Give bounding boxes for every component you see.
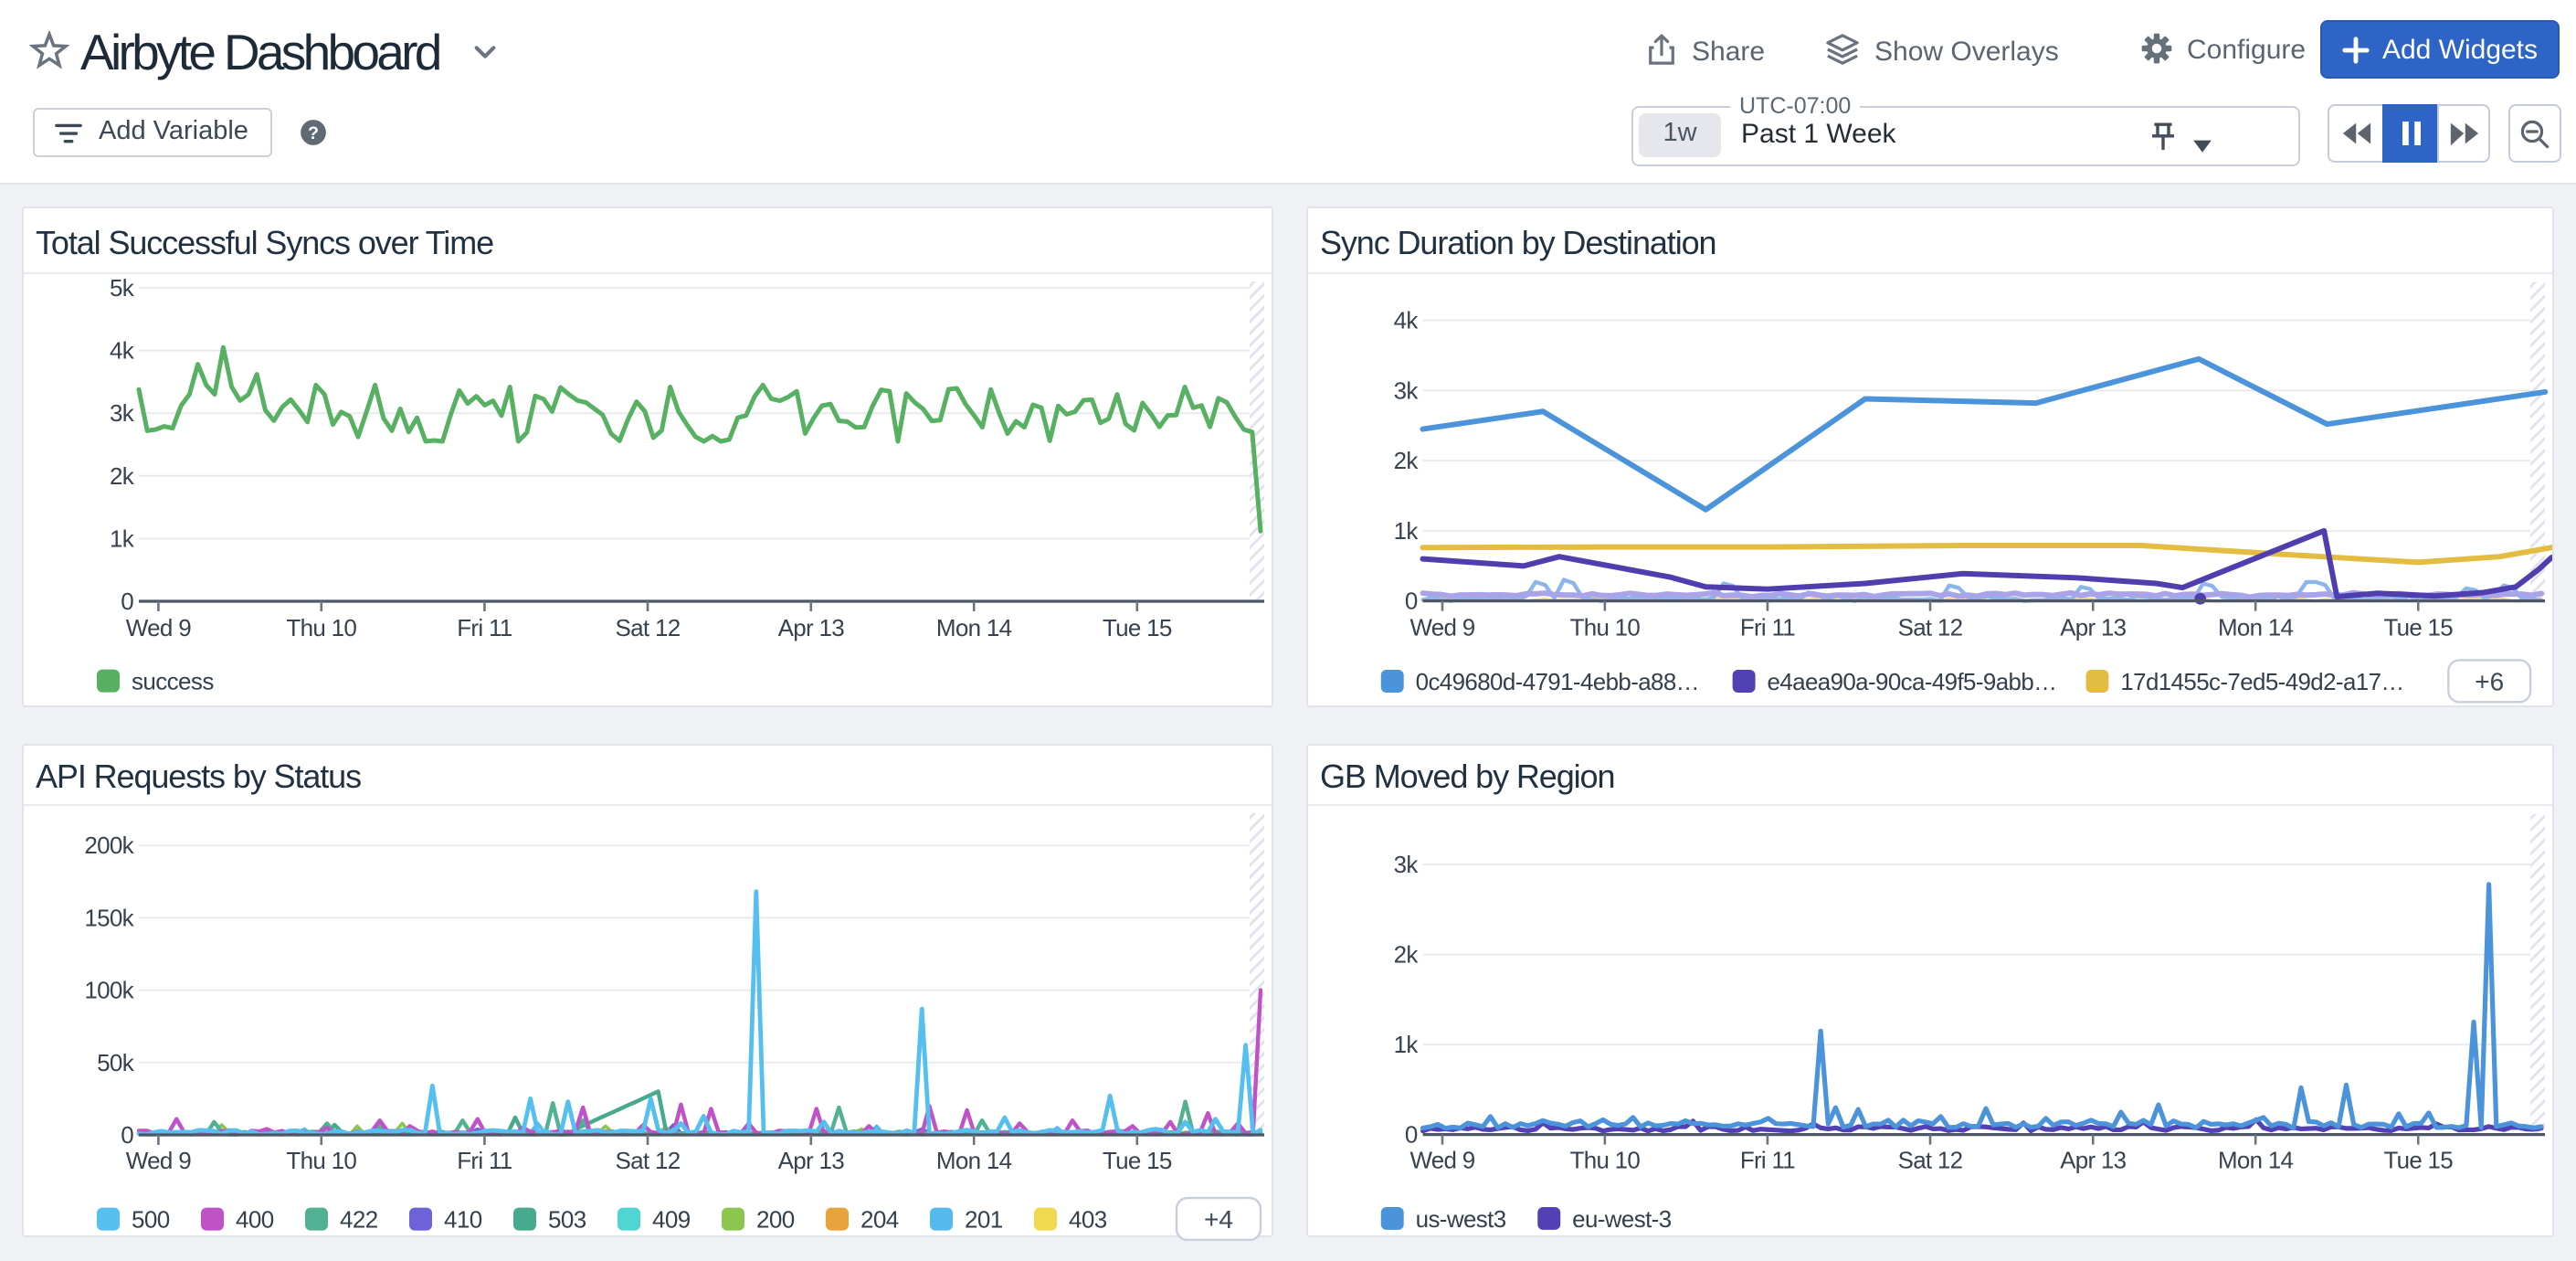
svg-text:0: 0 xyxy=(1405,1123,1418,1149)
svg-text:201: 201 xyxy=(965,1206,1003,1234)
svg-text:+6: +6 xyxy=(2475,667,2504,695)
svg-text:Mon 14: Mon 14 xyxy=(936,1147,1012,1174)
svg-text:Fri 11: Fri 11 xyxy=(457,1147,512,1174)
svg-text:200: 200 xyxy=(756,1206,795,1234)
svg-text:5k: 5k xyxy=(110,274,135,302)
svg-text:0: 0 xyxy=(121,1121,133,1149)
svg-text:Thu 10: Thu 10 xyxy=(286,1147,356,1174)
svg-text:Tue 15: Tue 15 xyxy=(1103,1147,1172,1174)
svg-text:3k: 3k xyxy=(1394,378,1419,404)
svg-text:4k: 4k xyxy=(110,337,135,365)
svg-text:0: 0 xyxy=(121,588,133,615)
svg-text:3k: 3k xyxy=(1394,853,1419,878)
svg-text:3k: 3k xyxy=(110,399,135,427)
svg-text:422: 422 xyxy=(340,1206,378,1234)
svg-text:1k: 1k xyxy=(1394,1033,1419,1058)
svg-text:Thu 10: Thu 10 xyxy=(1570,616,1641,641)
svg-text:e4aea90a-90ca-49f5-9abb…: e4aea90a-90ca-49f5-9abb… xyxy=(1768,670,2057,695)
svg-text:150k: 150k xyxy=(84,904,134,931)
svg-text:2k: 2k xyxy=(110,462,135,490)
svg-text:400: 400 xyxy=(236,1206,274,1234)
svg-text:Apr 13: Apr 13 xyxy=(778,614,845,641)
svg-text:Mon 14: Mon 14 xyxy=(2218,1149,2294,1174)
svg-text:2k: 2k xyxy=(1394,449,1419,474)
svg-text:Sat 12: Sat 12 xyxy=(1898,616,1963,641)
svg-text:Mon 14: Mon 14 xyxy=(2218,616,2294,641)
svg-text:eu-west-3: eu-west-3 xyxy=(1572,1207,1672,1233)
svg-text:Thu 10: Thu 10 xyxy=(1570,1149,1641,1174)
svg-text:403: 403 xyxy=(1069,1206,1107,1234)
svg-text:1k: 1k xyxy=(110,525,135,552)
svg-text:Wed 9: Wed 9 xyxy=(1410,616,1475,641)
svg-text:Fri 11: Fri 11 xyxy=(1740,616,1795,641)
svg-text:Apr 13: Apr 13 xyxy=(778,1147,845,1174)
svg-text:us-west3: us-west3 xyxy=(1416,1207,1506,1233)
svg-text:Wed 9: Wed 9 xyxy=(1410,1149,1475,1174)
svg-text:Apr 13: Apr 13 xyxy=(2060,1149,2126,1174)
svg-text:0: 0 xyxy=(1405,589,1418,615)
svg-text:100k: 100k xyxy=(84,977,134,1004)
svg-text:503: 503 xyxy=(548,1206,586,1234)
svg-text:+4: +4 xyxy=(1204,1205,1233,1234)
svg-text:2k: 2k xyxy=(1394,943,1419,969)
svg-text:Tue 15: Tue 15 xyxy=(2383,616,2453,641)
svg-text:Tue 15: Tue 15 xyxy=(1103,614,1172,641)
svg-text:success: success xyxy=(132,668,214,695)
svg-text:1k: 1k xyxy=(1394,519,1419,545)
svg-text:500: 500 xyxy=(132,1206,170,1234)
svg-text:17d1455c-7ed5-49d2-a17…: 17d1455c-7ed5-49d2-a17… xyxy=(2120,670,2403,695)
svg-text:?: ? xyxy=(308,123,319,143)
svg-text:200k: 200k xyxy=(84,832,134,859)
svg-text:Sat 12: Sat 12 xyxy=(616,1147,681,1174)
svg-text:409: 409 xyxy=(652,1206,691,1234)
svg-text:Mon 14: Mon 14 xyxy=(936,614,1012,641)
svg-text:410: 410 xyxy=(444,1206,482,1234)
svg-text:Apr 13: Apr 13 xyxy=(2060,616,2126,641)
svg-text:Thu 10: Thu 10 xyxy=(286,614,356,641)
svg-text:Wed 9: Wed 9 xyxy=(126,614,191,641)
svg-text:Tue 15: Tue 15 xyxy=(2383,1149,2453,1174)
svg-text:Sat 12: Sat 12 xyxy=(1898,1149,1963,1174)
svg-text:50k: 50k xyxy=(97,1049,135,1076)
svg-text:Fri 11: Fri 11 xyxy=(1740,1149,1795,1174)
svg-text:0c49680d-4791-4ebb-a88…: 0c49680d-4791-4ebb-a88… xyxy=(1416,670,1699,695)
svg-text:204: 204 xyxy=(860,1206,899,1234)
svg-text:4k: 4k xyxy=(1394,309,1419,334)
svg-text:Sat 12: Sat 12 xyxy=(616,614,681,641)
svg-text:Fri 11: Fri 11 xyxy=(457,614,512,641)
svg-text:Wed 9: Wed 9 xyxy=(126,1147,191,1174)
